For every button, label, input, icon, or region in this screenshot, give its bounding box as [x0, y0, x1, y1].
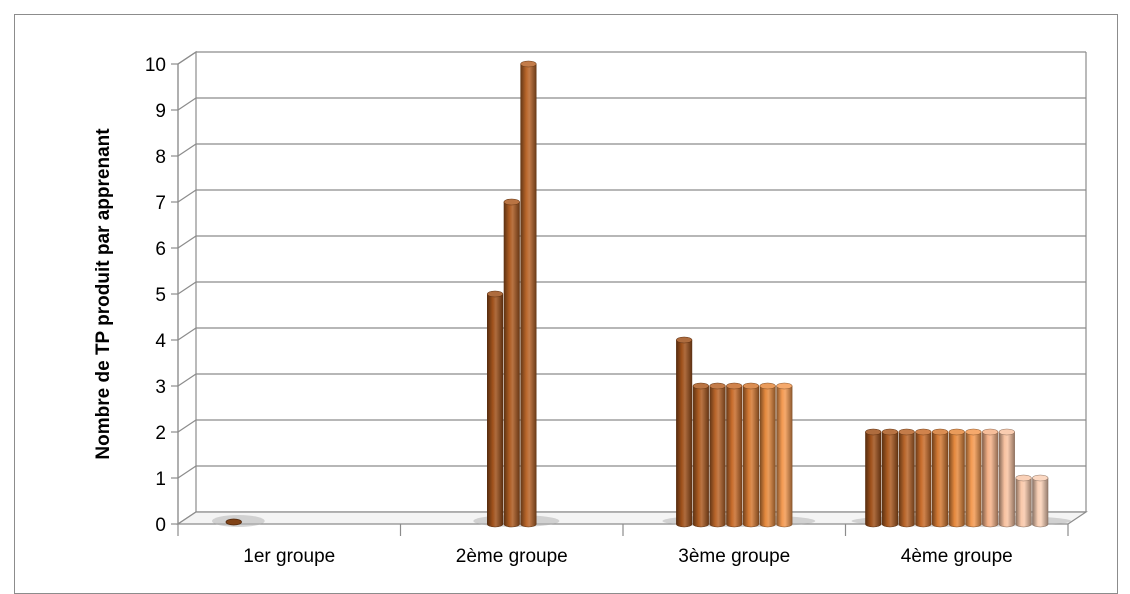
- bar-cylinder: [881, 431, 898, 528]
- bar-top: [692, 382, 709, 390]
- x-category-label: 3ème groupe: [678, 546, 790, 567]
- bar-top: [742, 382, 760, 390]
- gridline: [177, 97, 1086, 111]
- y-tick-label: 2: [155, 423, 166, 444]
- bars: [212, 60, 1072, 528]
- x-category-label: 1er groupe: [243, 546, 335, 567]
- bar-cylinder: [948, 431, 965, 528]
- gridline: [177, 235, 1086, 249]
- bar-top: [881, 428, 899, 436]
- grid-lines: [177, 51, 1086, 525]
- x-category-label: 4ème groupe: [901, 546, 1013, 567]
- bar-top: [948, 428, 965, 436]
- y-tick-label: 6: [155, 239, 166, 260]
- bar-cylinder: [487, 293, 504, 528]
- gridline: [177, 143, 1086, 157]
- bar-cylinder: [759, 385, 776, 528]
- y-tick-label: 9: [155, 101, 166, 122]
- bar-top: [709, 382, 726, 390]
- bar-top: [726, 382, 743, 390]
- bar-cylinder: [742, 385, 759, 528]
- bar-top: [503, 198, 520, 206]
- y-axis-label: Nombre de TP produit par apprenant: [93, 128, 114, 460]
- y-tick-label: 0: [155, 515, 166, 536]
- bar-cylinder: [998, 431, 1015, 528]
- bar-top: [865, 428, 882, 436]
- bar-top: [759, 382, 776, 390]
- bar-cylinder: [898, 431, 915, 528]
- bar-cylinder: [676, 339, 693, 528]
- bar-top: [520, 60, 537, 68]
- bar-top: [965, 428, 982, 436]
- x-category-label: 2ème groupe: [456, 546, 568, 567]
- bar-cylinder: [965, 431, 982, 528]
- chart-svg: 0 1 2 3 4 5 6 7 8 9 10 1er groupe 2ème groupe 3ème gr…: [93, 50, 1088, 567]
- bar-cylinder: [225, 518, 242, 526]
- gridline: [177, 189, 1086, 203]
- gridline: [177, 327, 1086, 341]
- bar-top: [486, 290, 504, 298]
- bar-cylinder: [1032, 477, 1049, 528]
- gridline: [177, 281, 1086, 295]
- gridline: [177, 51, 1086, 65]
- y-tick-label: 4: [155, 331, 166, 352]
- bar-cylinder: [982, 431, 999, 528]
- bar-cylinder: [776, 385, 793, 528]
- bar-cylinder: [709, 385, 726, 528]
- bar-cylinder: [915, 431, 932, 528]
- bar-cylinder: [503, 201, 520, 528]
- bar-top: [998, 428, 1015, 436]
- bar-top: [915, 428, 932, 436]
- y-tick-label: 10: [145, 55, 166, 76]
- bar-cylinder: [932, 431, 949, 528]
- bar-top: [982, 428, 999, 436]
- bar-cylinder: [692, 385, 709, 528]
- bar-top: [931, 428, 949, 436]
- bar-cylinder: [865, 431, 882, 528]
- bar-cylinder: [726, 385, 743, 528]
- y-tick-label: 3: [155, 377, 166, 398]
- gridline: [177, 373, 1086, 387]
- y-tick-label: 7: [155, 193, 166, 214]
- axes: 0 1 2 3 4 5 6 7 8 9 10 1er groupe 2ème groupe 3ème gr…: [145, 55, 1069, 567]
- y-tick-label: 8: [155, 147, 166, 168]
- bar-top: [676, 336, 693, 344]
- bar-top: [898, 428, 915, 436]
- bar-top: [776, 382, 793, 390]
- y-tick-label: 5: [155, 285, 166, 306]
- y-tick-label: 1: [155, 469, 166, 490]
- bar-top: [1032, 474, 1049, 482]
- bar-top: [1015, 474, 1032, 482]
- bar-cylinder: [520, 63, 537, 528]
- bar-cylinder: [1015, 477, 1032, 528]
